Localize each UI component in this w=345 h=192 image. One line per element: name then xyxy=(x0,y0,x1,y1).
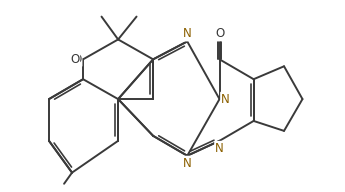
Text: N: N xyxy=(183,27,191,41)
Text: O: O xyxy=(215,27,224,40)
Text: N: N xyxy=(221,93,230,106)
Text: N: N xyxy=(183,157,191,170)
Text: O: O xyxy=(72,53,81,66)
Text: N: N xyxy=(215,142,224,155)
Text: O: O xyxy=(70,53,79,66)
